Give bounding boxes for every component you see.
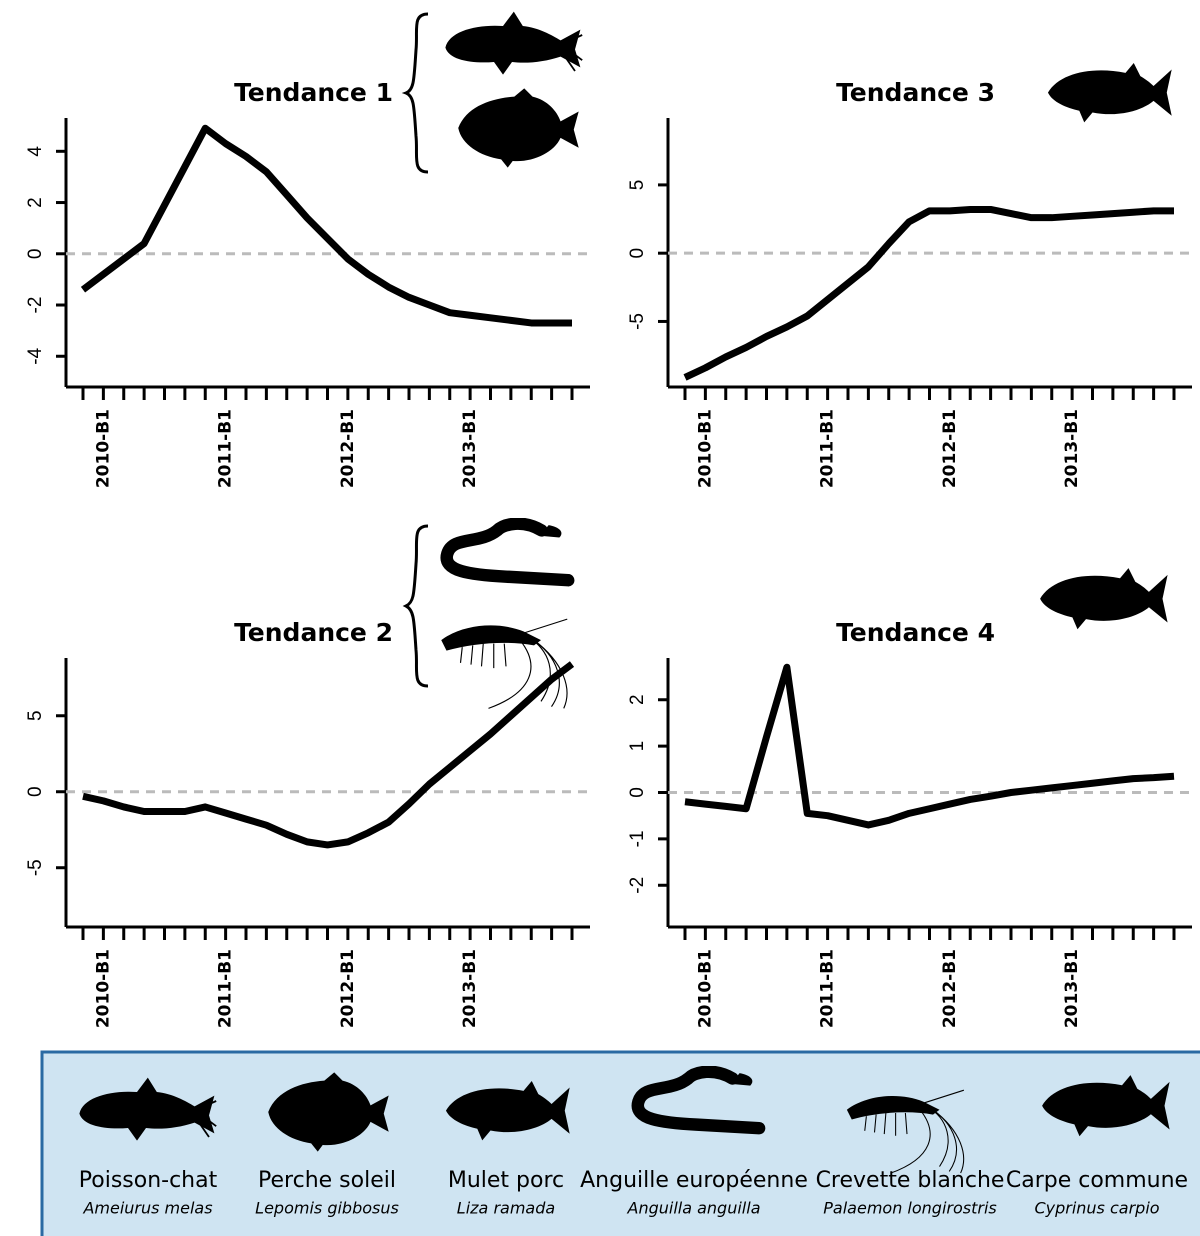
chart-title: Tendance 4 (836, 618, 995, 647)
y-tick-label: 2 (25, 197, 46, 208)
species-latin: Liza ramada (457, 1199, 555, 1218)
chart-title: Tendance 3 (836, 78, 995, 107)
y-tick-label: -4 (25, 347, 46, 364)
x-tick-label: 2011-B1 (216, 949, 236, 1028)
species-name: Poisson-chat (79, 1168, 218, 1193)
species-latin: Cyprinus carpio (1034, 1199, 1159, 1218)
y-tick-label: -5 (25, 859, 46, 876)
x-tick-label: 2010-B1 (695, 949, 715, 1028)
trend-line (683, 205, 1174, 381)
x-tick-label: 2013-B1 (1062, 409, 1082, 488)
catfish-icon (444, 10, 584, 76)
species-latin: Anguilla anguilla (627, 1199, 761, 1218)
species-name: Carpe commune (1006, 1168, 1188, 1193)
trend-line (684, 663, 1175, 829)
x-tick-label: 2011-B1 (216, 409, 236, 488)
chart-title: Tendance 1 (234, 78, 393, 107)
y-tick-label: 5 (25, 710, 46, 721)
x-tick-label: 2011-B1 (818, 409, 838, 488)
x-tick-label: 2012-B1 (338, 949, 358, 1028)
species-name: Anguille européenne (580, 1168, 808, 1193)
y-tick-label: 0 (25, 248, 46, 259)
y-tick-label: -2 (25, 297, 46, 314)
y-tick-label: 0 (627, 787, 648, 798)
x-tick-label: 2013-B1 (460, 949, 480, 1028)
species-name: Mulet porc (448, 1168, 564, 1193)
trend-line (82, 661, 575, 849)
y-tick-label: -1 (627, 830, 648, 847)
chart-title: Tendance 2 (234, 618, 393, 647)
y-tick-label: 1 (627, 741, 648, 752)
x-tick-label: 2010-B1 (93, 949, 113, 1028)
y-tick-label: 4 (25, 146, 46, 157)
x-tick-label: 2010-B1 (695, 409, 715, 488)
x-tick-label: 2010-B1 (93, 409, 113, 488)
mullet-icon (1047, 62, 1172, 123)
legend-panel (40, 1050, 1200, 1236)
y-tick-label: 0 (25, 786, 46, 797)
y-tick-label: -5 (627, 313, 648, 330)
y-tick-label: -2 (627, 877, 648, 894)
x-tick-label: 2012-B1 (338, 409, 358, 488)
species-name: Crevette blanche (816, 1168, 1005, 1193)
brace (401, 12, 429, 174)
x-tick-label: 2011-B1 (818, 949, 838, 1028)
species-latin: Ameiurus melas (82, 1199, 212, 1218)
sunfish-icon (458, 88, 579, 168)
x-tick-label: 2012-B1 (940, 409, 960, 488)
species-latin: Lepomis gibbosus (255, 1199, 399, 1218)
trend-line (80, 124, 572, 327)
x-tick-label: 2013-B1 (1062, 949, 1082, 1028)
shrimp-icon (440, 618, 568, 709)
species-latin: Palaemon longirostris (823, 1199, 996, 1218)
x-tick-label: 2013-B1 (460, 409, 480, 488)
y-tick-label: 5 (627, 180, 648, 191)
brace (402, 524, 429, 688)
species-name: Perche soleil (258, 1168, 396, 1193)
x-tick-label: 2012-B1 (940, 949, 960, 1028)
y-tick-label: 2 (627, 694, 648, 705)
eel-icon (447, 524, 569, 581)
y-tick-label: 0 (627, 248, 648, 259)
carp-icon (1040, 568, 1168, 630)
